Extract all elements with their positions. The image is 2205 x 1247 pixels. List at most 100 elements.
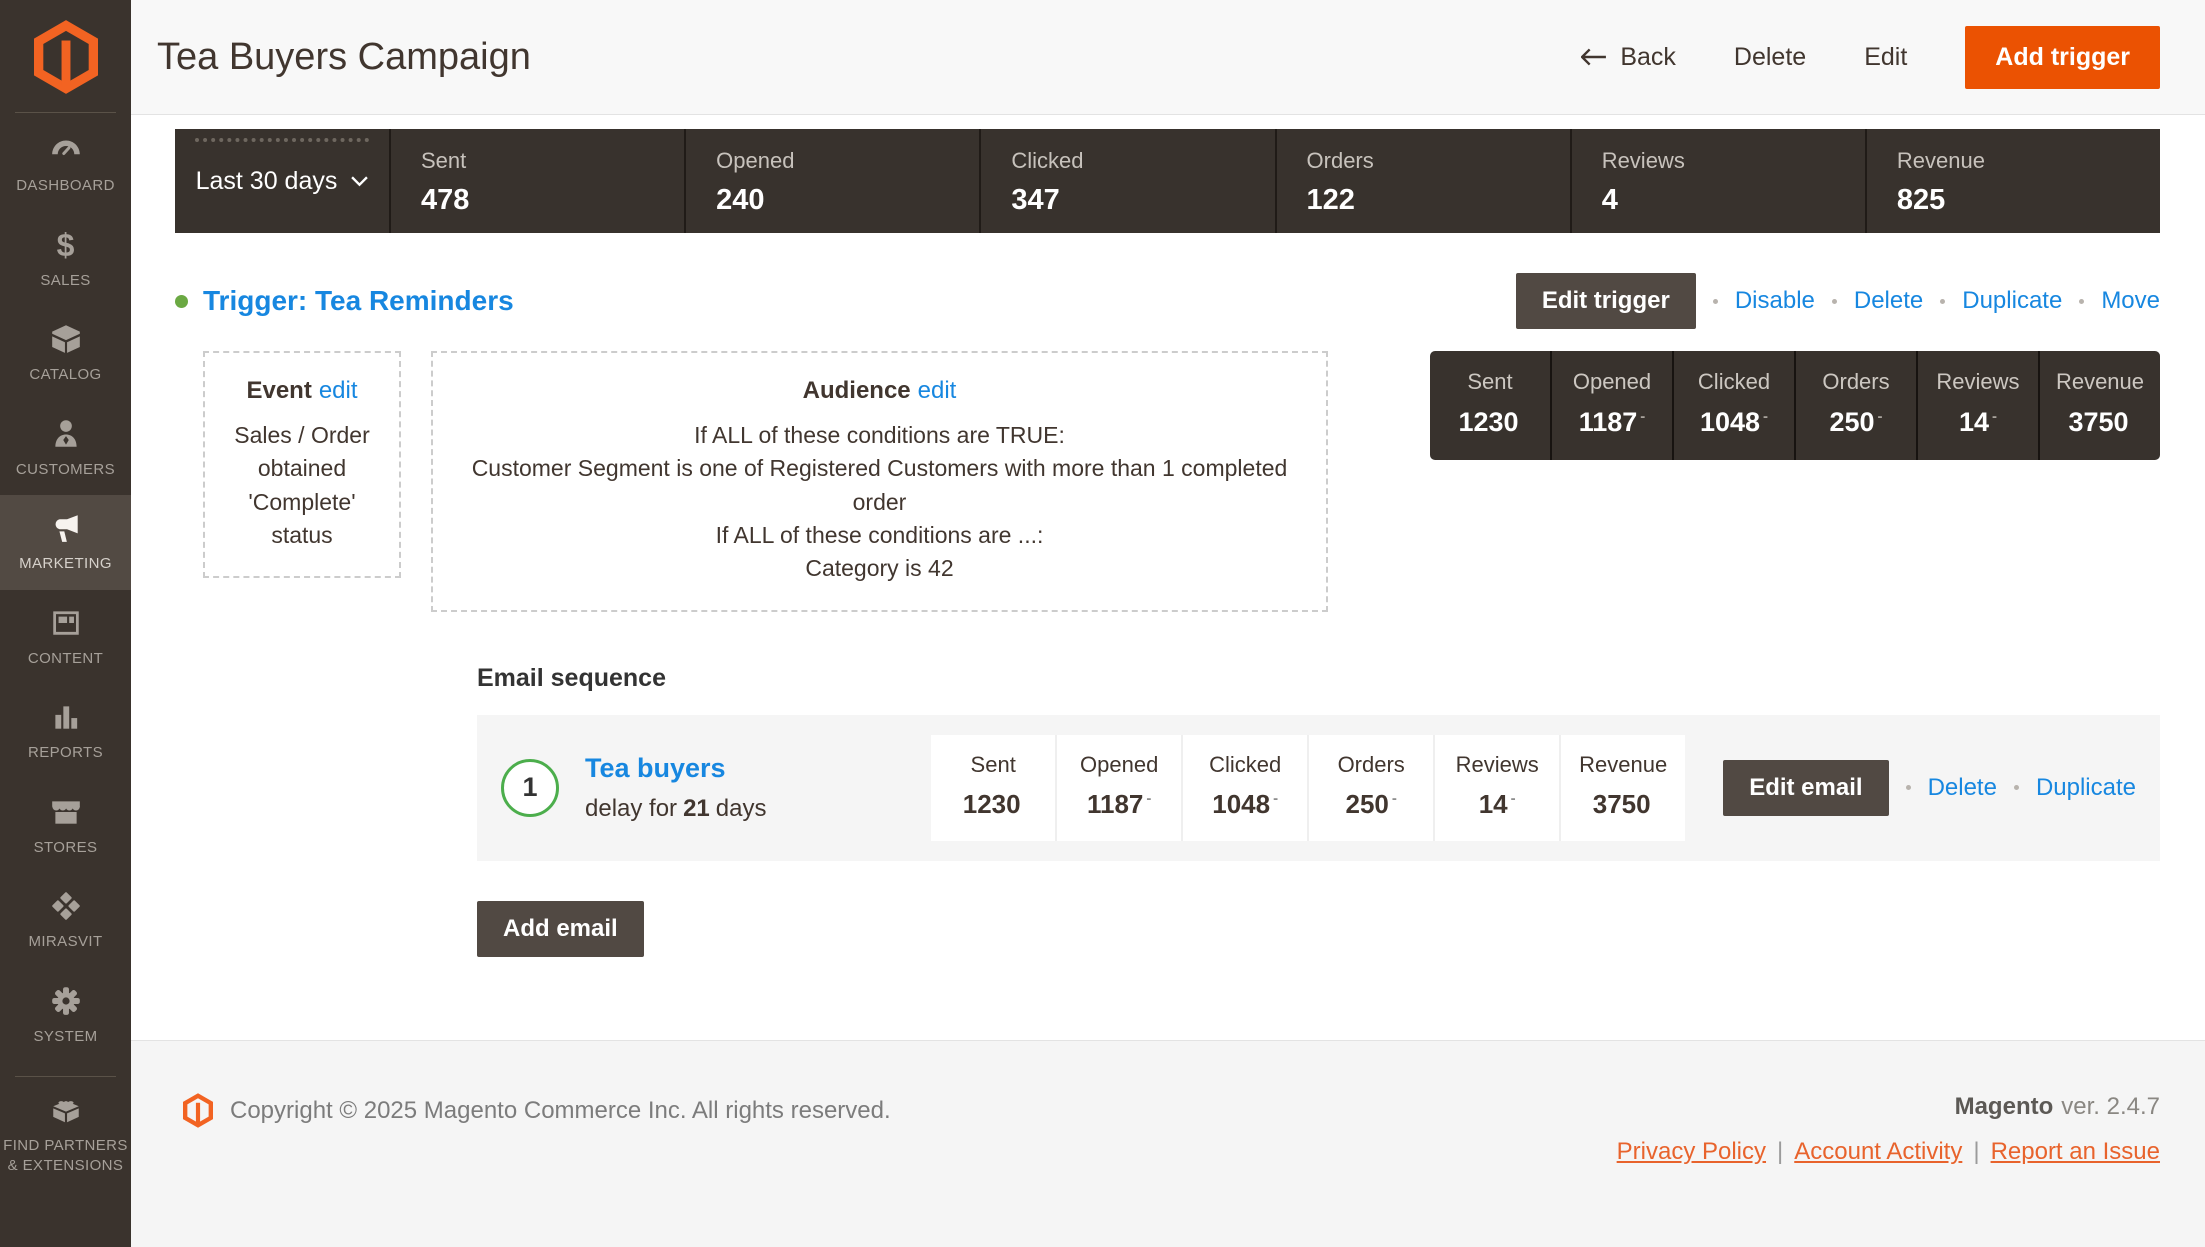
dashboard-icon [51, 140, 80, 155]
email-stat-reviews: Reviews 14- [1433, 734, 1559, 841]
dot-separator [1712, 298, 1718, 304]
dot-separator [1905, 785, 1911, 791]
edit-event-link[interactable]: edit [318, 377, 358, 404]
edit-email-button[interactable]: Edit email [1723, 759, 1889, 816]
sidebar-item-marketing[interactable]: MARKETING [0, 495, 131, 590]
page-title: Tea Buyers Campaign [157, 35, 531, 78]
sidebar-item-customers[interactable]: CUSTOMERS [0, 401, 131, 496]
trigger-stat-clicked: Clicked 1048- [1672, 351, 1794, 460]
add-trigger-button[interactable]: Add trigger [1965, 25, 2160, 89]
trigger-stat-sent: Sent 1230 [1458, 369, 1519, 437]
marketing-icon [55, 515, 78, 542]
sidebar-item-label: CATALOG [29, 366, 102, 383]
pipe-separator: | [1777, 1138, 1784, 1165]
duplicate-email-link[interactable]: Duplicate [2035, 773, 2136, 801]
trigger-actions: Edit trigger Disable Delete Duplicate Mo… [1515, 273, 2160, 329]
sidebar-item-reports[interactable]: REPORTS [0, 684, 131, 779]
email-info: Tea buyers delay for 21 days [585, 753, 766, 823]
sidebar-item-label: MIRASVIT [28, 933, 103, 950]
page-content: Last 30 days Sent 478 Opened 240 Clicked… [131, 115, 2205, 1040]
reports-icon [54, 706, 77, 729]
edit-button[interactable]: Edit [1864, 42, 1908, 71]
catalog-icon [51, 325, 80, 353]
sidebar-item-catalog[interactable]: CATALOG [0, 306, 131, 401]
dot-separator [2013, 785, 2019, 791]
dot-separator [1831, 298, 1837, 304]
email-row: 1 Tea buyers delay for 21 days Sent 1230 O… [477, 714, 2160, 861]
period-stats-bar: Last 30 days Sent 478 Opened 240 Clicked… [175, 129, 2160, 233]
sidebar-item-stores[interactable]: STORES [0, 779, 131, 874]
status-dot-icon [175, 294, 188, 308]
page-footer: Copyright © 2025 Magento Commerce Inc. A… [131, 1040, 2205, 1247]
sidebar-item-label: FIND PARTNERS & EXTENSIONS [3, 1137, 128, 1174]
delete-email-link[interactable]: Delete [1927, 773, 1997, 801]
sidebar-item-label: CONTENT [27, 649, 104, 667]
mirasvit-icon [51, 892, 80, 920]
period-stat-sent: Sent 478 [389, 129, 684, 233]
period-stat-revenue: Revenue 825 [1864, 129, 2160, 233]
stores-icon [51, 800, 80, 824]
email-stat-opened: Opened 1187- [1055, 734, 1181, 841]
back-arrow-icon [1581, 48, 1607, 66]
privacy-policy-link[interactable]: Privacy Policy [1616, 1138, 1767, 1165]
email-sequence-heading: Email sequence [477, 663, 666, 692]
magento-logo-icon [33, 20, 98, 94]
delete-trigger-link[interactable]: Delete [1853, 287, 1924, 314]
email-actions: Edit email Delete Duplicate [1723, 759, 2136, 816]
page-header: Tea Buyers Campaign Back Delete Edit Add… [131, 0, 2205, 115]
version-text: Magento ver. 2.4.7 [1954, 1093, 2160, 1120]
edit-trigger-button[interactable]: Edit trigger [1515, 273, 1696, 329]
sidebar-item-label: STORES [33, 838, 98, 856]
content-icon [52, 610, 79, 635]
sidebar-item-label: DASHBOARD [16, 177, 115, 194]
sidebar-item-label: MARKETING [19, 555, 112, 572]
sidebar-item-sales[interactable]: SALES [0, 212, 131, 307]
period-stat-orders: Orders 122 [1274, 129, 1570, 233]
report-issue-link[interactable]: Report an Issue [1990, 1138, 2160, 1165]
account-activity-link[interactable]: Account Activity [1794, 1138, 1963, 1165]
email-stats-table: Sent 1230 Opened 1187- Clicked 1048- O [931, 734, 1686, 841]
footer-left: Copyright © 2025 Magento Commerce Inc. A… [183, 1093, 891, 1128]
sidebar-item-system[interactable]: SYSTEM [0, 968, 131, 1063]
sidebar-item-label: SYSTEM [33, 1027, 98, 1045]
magento-logo[interactable] [15, 0, 116, 113]
email-name-link[interactable]: Tea buyers [585, 752, 726, 783]
add-email-button[interactable]: Add email [477, 900, 644, 957]
sidebar-item-content[interactable]: CONTENT [0, 590, 131, 685]
footer-right: Magento ver. 2.4.7 Privacy Policy | Accou… [1617, 1093, 2160, 1166]
trigger-stat-opened: Opened 1187- [1550, 351, 1672, 460]
email-stat-revenue: Revenue 3750 [1559, 734, 1685, 841]
magento-footer-logo-icon [183, 1093, 213, 1128]
copyright-text: Copyright © 2025 Magento Commerce Inc. A… [230, 1096, 891, 1124]
sidebar-divider [15, 1076, 116, 1077]
sales-icon [49, 228, 83, 262]
audience-box-title: Audience edit [802, 377, 957, 404]
email-stat-sent: Sent 1230 [962, 751, 1021, 819]
duplicate-trigger-link[interactable]: Duplicate [1962, 287, 2063, 314]
system-icon [51, 986, 80, 1015]
sidebar-item-label: CUSTOMERS [15, 460, 116, 478]
sidebar-nav: DASHBOARD SALES CATALOG CUSTOMERS MARKET… [0, 117, 131, 1191]
move-trigger-link[interactable]: Move [2101, 287, 2160, 314]
trigger-title-link[interactable]: Trigger: Tea Reminders [175, 285, 514, 317]
email-stat-clicked: Clicked 1048- [1181, 734, 1307, 841]
sidebar-item-mirasvit[interactable]: MIRASVIT [0, 873, 131, 968]
period-dropdown[interactable]: Last 30 days [175, 129, 389, 233]
delete-button[interactable]: Delete [1733, 42, 1807, 71]
trigger-stats-table: Sent 1230 Opened 1187- Clicked 1048- Ord… [1430, 351, 2160, 460]
sidebar-item-find-partners[interactable]: FIND PARTNERS & EXTENSIONS [0, 1077, 131, 1191]
trigger-stat-orders: Orders 250- [1794, 351, 1916, 460]
sidebar-item-label: SALES [40, 271, 91, 289]
sequence-number-badge: 1 [501, 758, 559, 817]
period-stat-clicked: Clicked 347 [979, 129, 1274, 233]
sidebar-item-dashboard[interactable]: DASHBOARD [0, 117, 131, 212]
disable-trigger-link[interactable]: Disable [1734, 287, 1815, 314]
main-area: Tea Buyers Campaign Back Delete Edit Add… [131, 0, 2205, 1247]
dot-separator [1940, 298, 1946, 304]
event-box-title: Event edit [246, 377, 358, 404]
audience-box: Audience edit If ALL of these conditions … [431, 351, 1328, 612]
edit-audience-link[interactable]: edit [917, 377, 957, 404]
back-button[interactable]: Back [1581, 43, 1676, 72]
event-description: Sales / Order obtained 'Complete' status [234, 422, 370, 549]
customers-icon [54, 419, 77, 447]
